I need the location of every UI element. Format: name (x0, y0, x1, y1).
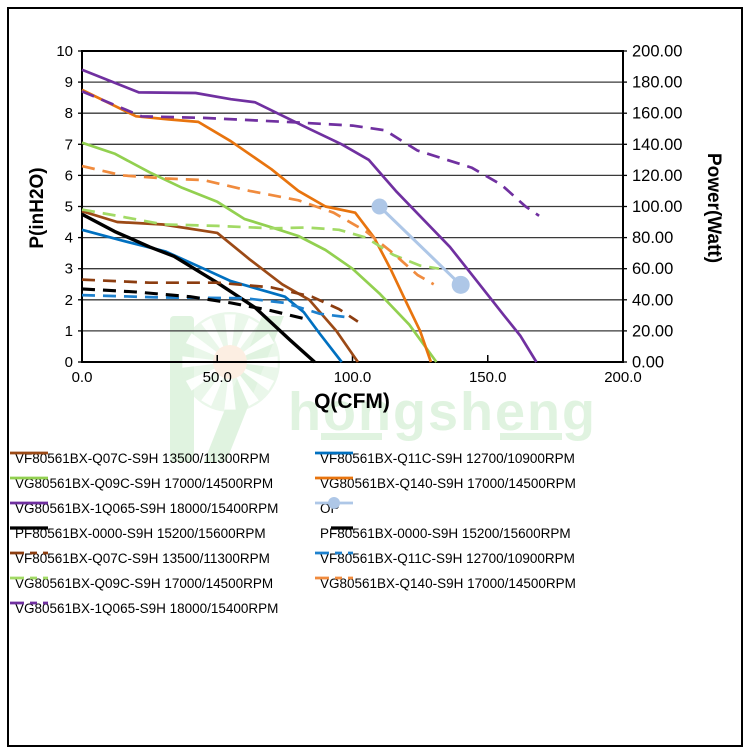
y-left-tick-label: 7 (65, 136, 73, 153)
legend-item: VF80561BX-Q07C-S9H 13500/11300RPM (10, 446, 270, 470)
legend-swatch-solid (10, 526, 48, 530)
legend-swatch-dashed (10, 576, 48, 580)
y-left-tick-label: 0 (65, 354, 73, 371)
legend-swatch-dashed (10, 551, 48, 555)
x-tick-label: 0.0 (72, 369, 93, 386)
y-left-tick-label: 4 (65, 230, 73, 247)
series-pressure-vg80561bx-q140-s9h (81, 88, 433, 363)
series-power-pf80561bx-0000-s9h (81, 287, 307, 321)
y-right-tick-label: 120.00 (632, 167, 682, 185)
series-power-vf80561bx-q07c-s9h (81, 278, 359, 323)
series-pressure-vg80561bx-1q065-s9h (81, 68, 538, 363)
legend-label: VG80561BX-1Q065-S9H 18000/15400RPM (15, 500, 279, 516)
legend-label: VF80561BX-Q07C-S9H 13500/11300RPM (15, 450, 270, 466)
op-marker (451, 275, 470, 294)
legend-item: PF80561BX-0000-S9H 15200/15600RPM (10, 521, 266, 545)
legend-swatch-dashed (10, 601, 48, 605)
legend-item: VF80561BX-Q11C-S9H 12700/10900RPM (315, 546, 575, 570)
y-left-tick-label: 10 (56, 43, 73, 60)
pq-power-chart: 0123456789100.0020.0040.0060.0080.00100.… (56, 43, 682, 387)
x-tick-label: 150.0 (469, 369, 507, 386)
y-left-tick-label: 1 (65, 323, 73, 340)
y-right-tick-label: 20.00 (632, 322, 673, 340)
legend-label: VG80561BX-Q09C-S9H 17000/14500RPM (15, 475, 274, 491)
y-right-tick-label: 200.00 (632, 43, 682, 61)
y-axis-right-title: Power(Watt) (703, 152, 724, 264)
legend-label: VG80561BX-Q140-S9H 17000/14500RPM (320, 575, 576, 591)
legend-item: VG80561BX-Q09C-S9H 17000/14500RPM (10, 571, 273, 595)
legend-swatch-solid (10, 501, 48, 505)
x-axis-title: Q(CFM) (314, 390, 390, 413)
y-left-tick-label: 5 (65, 199, 73, 216)
legend-item: VG80561BX-Q140-S9H 17000/14500RPM (315, 471, 576, 495)
y-right-tick-label: 0.00 (632, 354, 664, 372)
y-right-tick-label: 80.00 (632, 229, 673, 247)
series-pressure-pf80561bx-0000-s9h (81, 212, 316, 364)
series-pressure-vf80561bx-q07c-s9h (81, 209, 360, 363)
legend-swatch-solid (315, 476, 353, 480)
x-tick-label: 200.0 (604, 369, 642, 386)
x-tick-label: 50.0 (203, 369, 232, 386)
legend-label: VG80561BX-Q09C-S9H 17000/14500RPM (15, 575, 274, 591)
series-power-vg80561bx-q140-s9h (81, 164, 435, 286)
y-left-tick-label: 3 (65, 261, 73, 278)
legend-label: PF80561BX-0000-S9H 15200/15600RPM (15, 525, 266, 541)
legend-item: PF80561BX-0000-S9H 15200/15600RPM (315, 521, 571, 545)
legend-label: PF80561BX-0000-S9H 15200/15600RPM (320, 525, 571, 541)
legend-swatch-dashed (315, 551, 353, 555)
legend-label: VF80561BX-Q11C-S9H 12700/10900RPM (320, 550, 575, 566)
legend-label: VG80561BX-1Q065-S9H 18000/15400RPM (15, 600, 279, 616)
y-left-tick-label: 6 (65, 167, 73, 184)
series-power-vg80561bx-1q065-s9h (81, 90, 540, 217)
x-tick-label: 100.0 (334, 369, 372, 386)
series-operating-points-op (378, 205, 462, 286)
legend-item: VG80561BX-Q09C-S9H 17000/14500RPM (10, 471, 273, 495)
legend-item: VF80561BX-Q07C-S9H 13500/11300RPM (10, 546, 270, 570)
y-right-tick-label: 100.00 (632, 198, 682, 216)
y-left-tick-label: 8 (65, 105, 73, 122)
series-power-vg80561bx-q09c-s9h (81, 208, 440, 271)
watermark-text: hongsheng (288, 382, 597, 442)
y-right-tick-label: 140.00 (632, 136, 682, 154)
y-left-tick-label: 9 (65, 74, 73, 91)
watermark-underline (500, 433, 562, 440)
watermark-fan-ray (224, 362, 236, 410)
legend-label: VF80561BX-Q11C-S9H 12700/10900RPM (320, 450, 575, 466)
legend-item: VF80561BX-Q11C-S9H 12700/10900RPM (315, 446, 575, 470)
watermark-underline (321, 433, 382, 440)
legend-swatch-solid-short (331, 526, 353, 530)
legend-swatch-solid (10, 451, 48, 455)
watermark-fan-ray (224, 314, 236, 362)
y-right-tick-label: 180.00 (632, 74, 682, 92)
op-marker (371, 198, 388, 215)
y-left-tick-label: 2 (65, 292, 73, 309)
legend-item: VG80561BX-1Q065-S9H 18000/15400RPM (10, 496, 278, 520)
legend-swatch-marker (315, 497, 353, 509)
legend-swatch-dashed (315, 576, 353, 580)
y-right-tick-label: 40.00 (632, 291, 673, 309)
legend-item: OP (315, 496, 353, 520)
legend-swatch-solid (10, 476, 48, 480)
legend-item: VG80561BX-Q140-S9H 17000/14500RPM (315, 571, 576, 595)
y-axis-left-title: P(inH2O) (27, 167, 48, 249)
legend-op-marker (328, 497, 340, 509)
series-power-vf80561bx-q11c-s9h (81, 293, 345, 319)
legend-swatch-solid (315, 451, 353, 455)
legend-item: VG80561BX-1Q065-S9H 18000/15400RPM (10, 596, 278, 620)
legend-label: VG80561BX-Q140-S9H 17000/14500RPM (320, 475, 576, 491)
y-right-tick-label: 60.00 (632, 260, 673, 278)
legend-label: VF80561BX-Q07C-S9H 13500/11300RPM (15, 550, 270, 566)
y-right-tick-label: 160.00 (632, 105, 682, 123)
